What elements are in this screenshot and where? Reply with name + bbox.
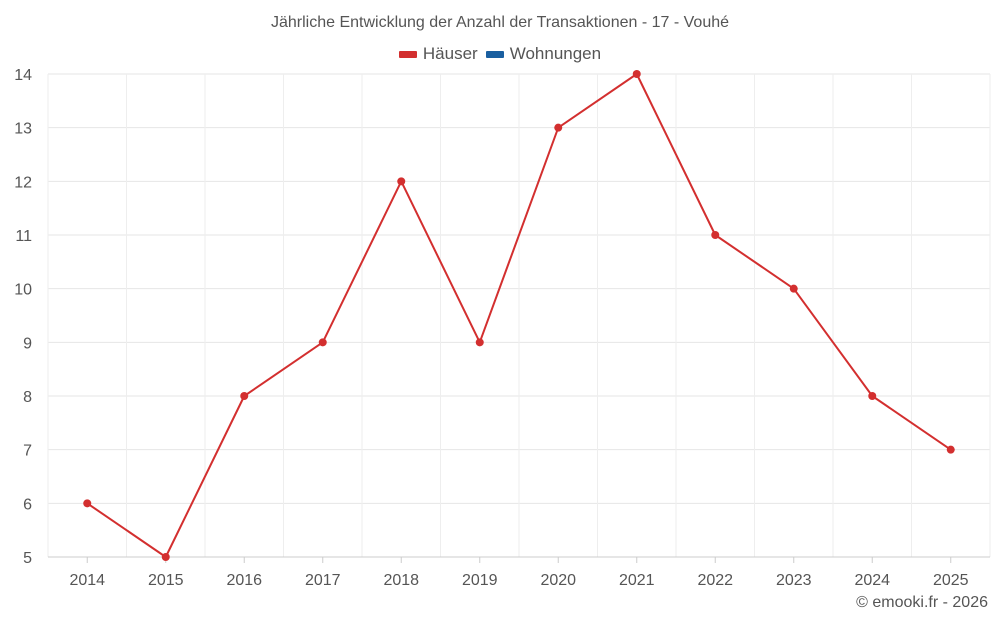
data-point [397, 177, 406, 186]
x-tick-label: 2015 [148, 572, 184, 589]
y-tick-label: 14 [14, 67, 32, 84]
legend: Häuser Wohnungen [0, 44, 1000, 64]
y-tick-label: 9 [23, 335, 32, 352]
x-tick-label: 2024 [854, 572, 890, 589]
x-tick-label: 2025 [933, 572, 969, 589]
data-point [711, 231, 720, 239]
data-point [475, 338, 484, 347]
y-tick-label: 11 [15, 228, 32, 245]
data-point [868, 392, 877, 400]
series-line-haeuser [86, 73, 952, 558]
data-point [789, 284, 798, 293]
legend-label-wohnungen: Wohnungen [509, 44, 602, 63]
data-point [83, 499, 92, 508]
x-tick-label: 2014 [69, 572, 105, 589]
data-point [240, 392, 249, 400]
y-tick-label: 10 [14, 282, 32, 299]
x-tick-label: 2020 [540, 572, 576, 589]
legend-swatch-haeuser [398, 50, 417, 58]
x-tick-label: 2021 [619, 572, 655, 589]
x-tick-label: 2018 [383, 572, 419, 589]
x-tick-label: 2023 [776, 572, 812, 589]
chart-title: Jährliche Entwicklung der Anzahl der Tra… [270, 14, 730, 31]
y-tick-label: 7 [23, 443, 32, 460]
legend-label-haeuser: Häuser [422, 44, 478, 63]
data-point [632, 70, 641, 78]
legend-item-wohnungen[interactable]: Wohnungen [485, 44, 602, 64]
x-tick-label: 2022 [697, 572, 733, 589]
x-tick-label: 2017 [305, 572, 341, 589]
credit-text: © emooki.fr - 2026 [856, 594, 988, 611]
data-point [318, 338, 327, 347]
legend-swatch-wohnungen [485, 50, 504, 58]
y-tick-label: 13 [14, 121, 32, 138]
y-tick-label: 8 [23, 389, 32, 406]
x-tick-label: 2019 [462, 572, 498, 589]
y-tick-label: 12 [14, 174, 32, 191]
legend-item-haeuser[interactable]: Häuser [398, 44, 478, 64]
y-tick-label: 6 [23, 496, 32, 513]
data-point [161, 553, 170, 561]
x-tick-label: 2016 [226, 572, 262, 589]
data-point [554, 123, 563, 132]
data-point [946, 445, 955, 454]
y-tick-label: 5 [23, 550, 32, 567]
